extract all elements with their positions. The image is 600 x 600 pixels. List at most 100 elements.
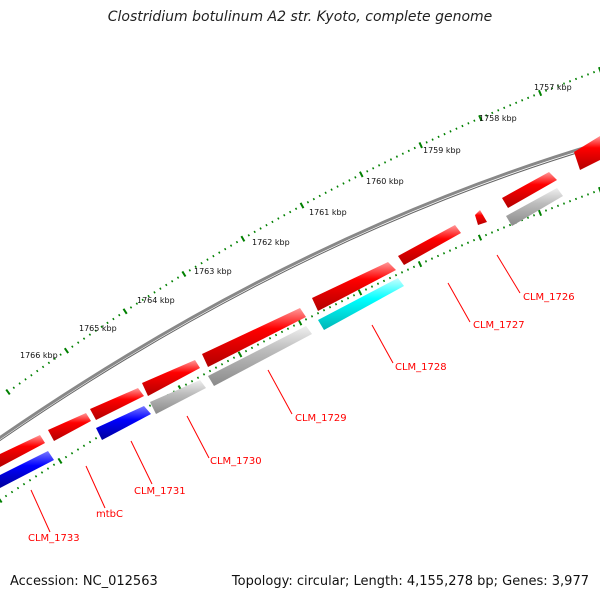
scale-tick (47, 361, 51, 365)
scale-tick (598, 186, 600, 193)
scale-tick (184, 383, 188, 386)
tick-label: 1764 kbp (137, 296, 175, 305)
scale-tick (461, 124, 464, 128)
gene-arrow[interactable] (150, 380, 206, 414)
scale-tick (377, 164, 381, 167)
scale-tick (292, 324, 296, 327)
gene-arrow[interactable] (0, 451, 54, 488)
scale-tick (352, 294, 356, 297)
scale-tick (449, 130, 452, 133)
scale-tick (472, 238, 476, 242)
scale-tick (63, 347, 70, 354)
scale-tick (46, 467, 50, 470)
gene-label[interactable]: CLM_1726 (523, 292, 575, 303)
scale-tick (389, 158, 393, 161)
gene-arrow[interactable] (0, 435, 45, 467)
scale-tick (532, 214, 536, 217)
scale-tick (496, 228, 500, 232)
scale-tick (148, 404, 152, 407)
tick-label: 1761 kbp (309, 208, 347, 217)
gene-label[interactable]: mtbC (96, 509, 123, 520)
scale-tick (388, 276, 392, 280)
tick-label: 1765 kbp (79, 324, 117, 333)
scale-tick (88, 333, 92, 336)
scale-tick (312, 197, 315, 201)
scale-tick (118, 313, 121, 317)
scale-tick (306, 201, 310, 204)
scale-tick (340, 300, 344, 303)
backbone-track-shadow (0, 145, 600, 442)
scale-tick (226, 359, 230, 363)
scale-tick (466, 241, 470, 244)
gene-label[interactable]: CLM_1728 (395, 362, 447, 373)
scale-tick (299, 202, 305, 209)
scale-tick (503, 106, 506, 110)
scale-tick (59, 353, 62, 356)
scale-tick (100, 325, 103, 329)
scale-tick (491, 111, 494, 115)
scale-tick (455, 127, 458, 130)
scale-tick (40, 471, 44, 474)
scale-tick (586, 193, 590, 196)
gene-arrow[interactable] (574, 136, 600, 170)
gene-label[interactable]: CLM_1727 (473, 320, 525, 331)
gene-label[interactable]: CLM_1729 (295, 413, 347, 424)
scale-tick (490, 231, 494, 234)
scale-tick (484, 233, 488, 237)
gene-arrow[interactable] (398, 225, 461, 265)
scale-tick (289, 210, 292, 214)
gene-arrow[interactable] (502, 172, 557, 208)
gene-label[interactable]: CLM_1731 (134, 486, 186, 497)
scale-tick (190, 379, 194, 383)
scale-tick (376, 282, 380, 285)
gene-arrow[interactable] (506, 188, 563, 226)
gene-arrow[interactable] (142, 360, 200, 396)
scale-tick (592, 71, 596, 74)
scale-tick (502, 226, 506, 229)
scale-tick (94, 437, 98, 440)
scale-tick (574, 197, 578, 201)
scale-tick (240, 235, 246, 242)
gene-label[interactable]: CLM_1733 (28, 533, 80, 544)
gene-arrow[interactable] (208, 326, 312, 386)
scale-tick (485, 114, 488, 117)
scale-tick (135, 302, 139, 305)
scale-tick (562, 82, 566, 85)
scale-tick (229, 244, 233, 247)
scale-tick (112, 317, 115, 321)
kbp-tick-scale (5, 66, 600, 396)
scale-tick (10, 490, 14, 494)
scale-tick (527, 96, 530, 100)
scale-tick (232, 356, 236, 359)
scale-tick (526, 216, 530, 219)
scale-tick (94, 329, 97, 332)
gene-label[interactable]: CLM_1730 (210, 456, 262, 467)
gene-arrow[interactable] (312, 262, 396, 311)
scale-tick (537, 209, 543, 217)
gene-arrow[interactable] (318, 278, 404, 330)
scale-tick (286, 327, 290, 330)
gene-arrow[interactable] (48, 413, 91, 441)
gene-arrow[interactable] (96, 406, 151, 440)
scale-tick (346, 297, 350, 300)
scale-tick (71, 345, 74, 348)
scale-tick (194, 265, 197, 269)
scale-tick (159, 287, 162, 290)
scale-tick (394, 273, 398, 277)
gene-arrow[interactable] (475, 210, 487, 225)
scale-tick (12, 386, 16, 390)
scale-tick (580, 75, 584, 78)
scale-tick (324, 191, 327, 195)
scale-tick (297, 319, 303, 326)
scale-tick (200, 261, 203, 265)
scale-tick (412, 265, 416, 269)
scale-tick (30, 373, 33, 377)
scale-tick (277, 217, 280, 220)
scale-tick (122, 308, 128, 315)
scale-tick (354, 176, 357, 179)
gene-arrow[interactable] (202, 308, 306, 367)
gene-arrow[interactable] (90, 388, 144, 420)
scale-tick (214, 366, 218, 369)
scale-tick (417, 260, 423, 268)
